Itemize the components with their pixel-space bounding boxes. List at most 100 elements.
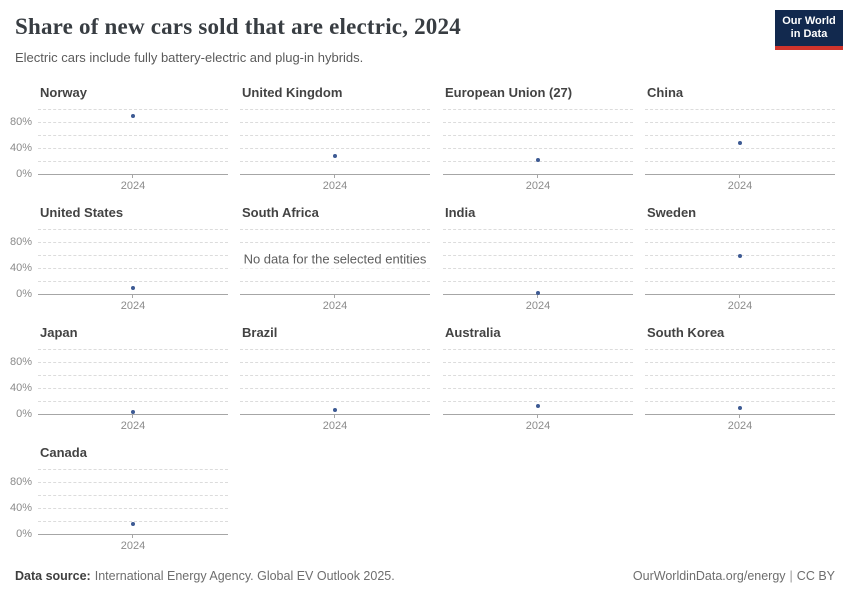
owid-logo-line1: Our World [782,15,836,27]
gridline [240,242,430,243]
facet-title: China [647,85,684,100]
facet-plot: 80% 40% 0% 2024 [10,349,228,432]
y-axis-tick-label: 0% [16,528,32,540]
no-data-message: No data for the selected entities [239,249,431,269]
gridline [240,268,430,269]
y-axis-tick-label: 40% [9,382,32,394]
gridline [443,281,633,282]
gridline [645,375,835,376]
gridline [443,349,633,350]
x-axis-tick-label: 2024 [120,300,146,312]
x-axis-tick [537,294,538,298]
gridline [645,349,835,350]
gridline [240,375,430,376]
x-axis-tick-label: 2024 [525,300,551,312]
facet-plot: 2024 No data for the selected entities [239,229,431,312]
data-point [536,290,540,295]
facet-title: Norway [40,85,87,100]
facet-plot: 80% 40% 0% 2024 [10,109,228,192]
data-source-label: Data source: [15,569,91,583]
gridline [38,349,228,350]
gridline [240,122,430,123]
y-axis-tick-label: 40% [9,142,32,154]
owid-logo-line2: in Data [790,28,828,40]
y-axis-tick-label: 40% [9,502,32,514]
x-axis-tick-label: 2024 [727,180,753,192]
y-axis-tick-label: 0% [16,168,32,180]
y-axis-tick-label: 80% [9,236,32,248]
gridline [443,388,633,389]
owid-url: OurWorldinData.org/energy [632,569,786,583]
gridline [443,375,633,376]
x-axis-tick-label: 2024 [322,180,348,192]
gridline [645,229,835,230]
facet-title: Canada [40,445,87,460]
facet-plot: 80% 40% 0% 2024 [10,229,228,312]
gridline [38,521,228,522]
gridline [240,229,430,230]
x-axis-tick-label: 2024 [120,420,146,432]
y-axis-tick-label: 0% [16,288,32,300]
x-axis-tick [334,174,335,178]
x-axis-tick-label: 2024 [727,420,753,432]
facet-title: India [445,205,476,220]
x-axis-tick [537,174,538,178]
gridline [38,109,228,110]
gridline [240,135,430,136]
data-source: Data source: International Energy Agency.… [15,569,395,583]
data-point [738,406,742,411]
data-point [536,158,540,163]
gridline [38,375,228,376]
facet-plot: 2024 [240,109,430,192]
gridline [240,161,430,162]
facet-title: Brazil [242,325,278,340]
y-axis-tick-label: 80% [9,356,32,368]
gridline [240,281,430,282]
gridline [443,135,633,136]
gridline [38,255,228,256]
gridline [38,281,228,282]
data-point [131,286,135,291]
gridline [645,109,835,110]
gridline [38,122,228,123]
gridline [645,122,835,123]
gridline [443,362,633,363]
gridline [645,135,835,136]
y-axis-tick-label: 80% [9,476,32,488]
facet-plot: 80% 40% 0% 2024 [10,469,228,552]
chart-subtitle: Electric cars include fully battery-elec… [15,50,364,65]
data-point [738,254,742,259]
facet-title: South Africa [242,205,319,220]
facet-title: United States [40,205,124,220]
facet-plot: 2024 [645,109,835,192]
x-axis-tick-label: 2024 [525,420,551,432]
gridline [240,388,430,389]
data-point [738,141,742,146]
gridline [443,242,633,243]
x-axis-tick [132,294,133,298]
y-axis-tick-label: 0% [16,408,32,420]
x-axis-tick [132,534,133,538]
facet-title: Australia [445,325,501,340]
gridline [38,482,228,483]
facet-title: European Union (27) [445,85,573,100]
x-axis-tick-label: 2024 [525,180,551,192]
facet-plot: 2024 [645,349,835,432]
gridline [443,268,633,269]
gridline [38,161,228,162]
gridline [38,508,228,509]
gridline [38,469,228,470]
gridline [645,401,835,402]
gridline [645,161,835,162]
data-point [131,114,135,119]
gridline [443,109,633,110]
owid-logo: Our World in Data [775,10,843,50]
gridline [240,148,430,149]
data-point [131,521,135,526]
gridline [443,122,633,123]
facet-plot: 2024 [240,349,430,432]
gridline [38,401,228,402]
gridline [443,148,633,149]
gridline [38,229,228,230]
